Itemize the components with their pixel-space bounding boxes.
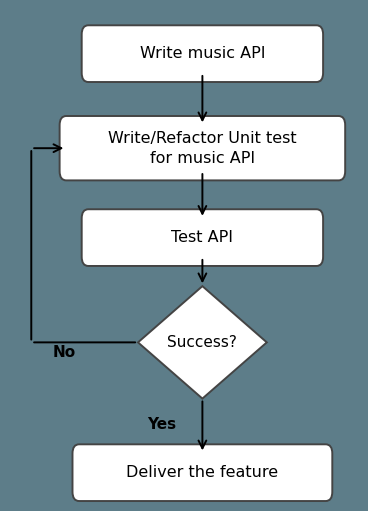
Polygon shape — [138, 286, 267, 399]
FancyBboxPatch shape — [82, 25, 323, 82]
Text: Write/Refactor Unit test
for music API: Write/Refactor Unit test for music API — [108, 131, 297, 166]
Text: No: No — [53, 345, 76, 360]
Text: Success?: Success? — [167, 335, 237, 350]
Text: Write music API: Write music API — [139, 46, 265, 61]
FancyBboxPatch shape — [72, 445, 332, 501]
Text: Yes: Yes — [147, 416, 177, 432]
Text: Deliver the feature: Deliver the feature — [126, 465, 279, 480]
FancyBboxPatch shape — [60, 116, 345, 180]
Text: Test API: Test API — [171, 230, 233, 245]
FancyBboxPatch shape — [82, 210, 323, 266]
